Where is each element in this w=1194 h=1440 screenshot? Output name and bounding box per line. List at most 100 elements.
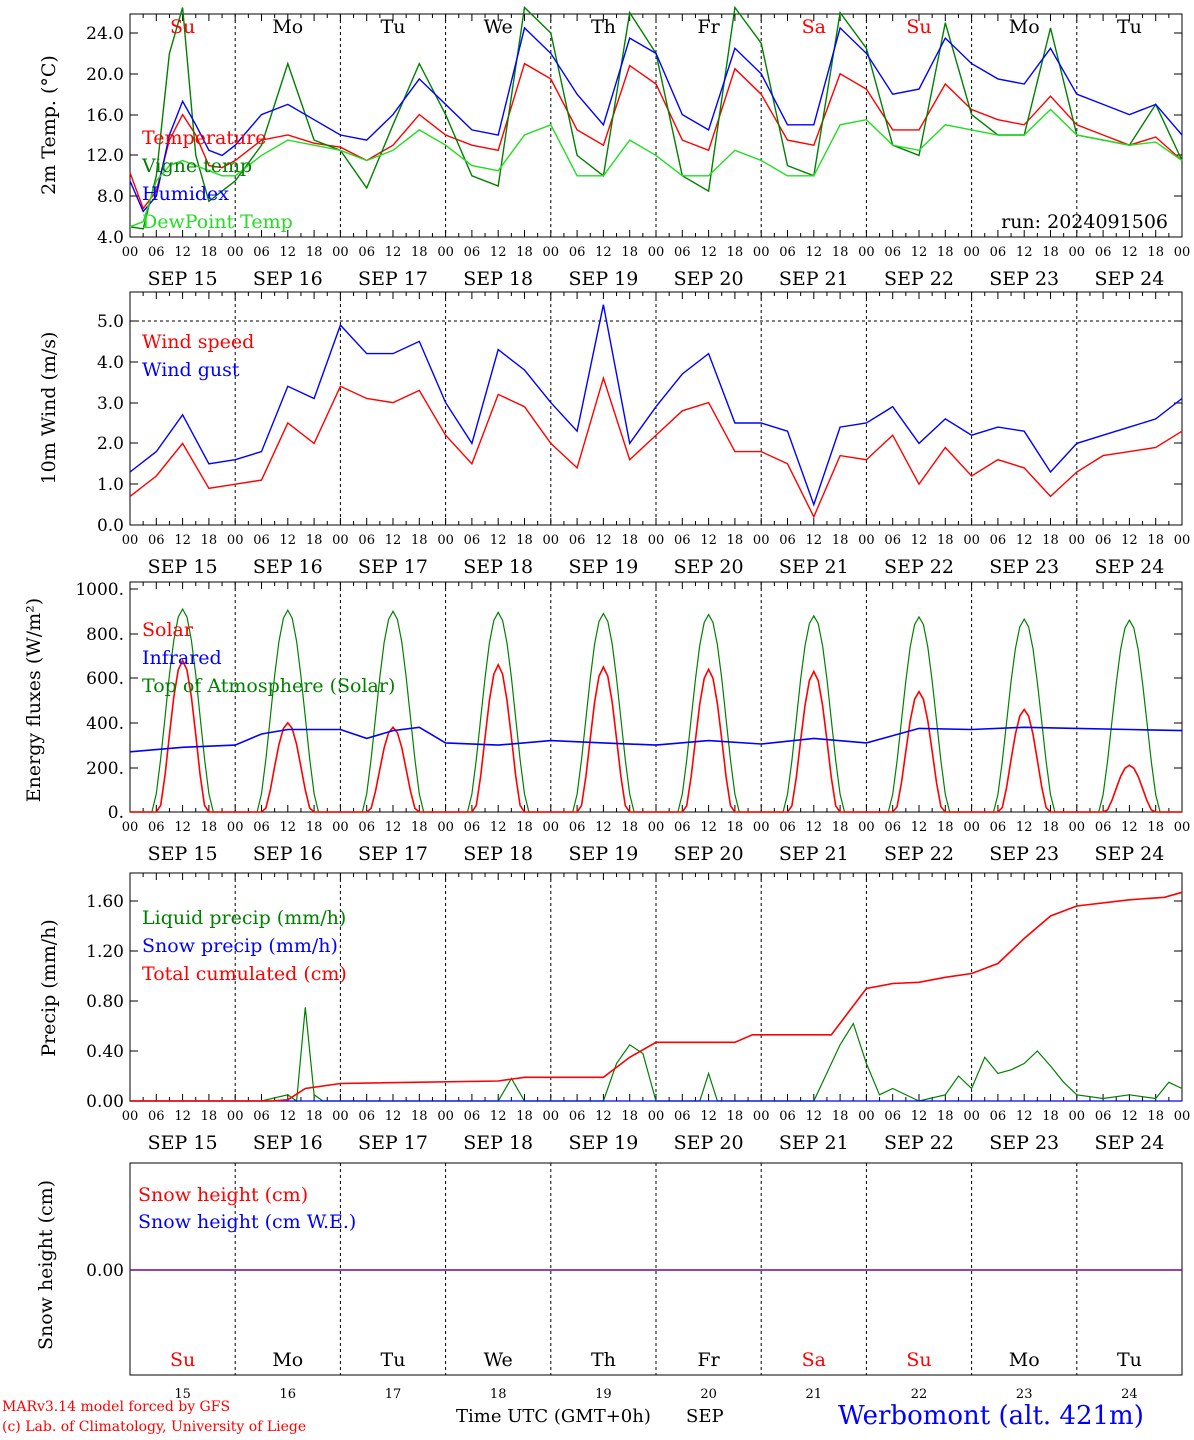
energy-legend-entry: Infrared <box>142 647 222 669</box>
hour-tick-label: 12 <box>280 1109 297 1124</box>
hour-tick-label: 12 <box>806 1109 823 1124</box>
hour-tick-label: 00 <box>1174 533 1191 548</box>
hour-tick-label: 00 <box>332 533 349 548</box>
hour-tick-label: 06 <box>674 820 691 835</box>
hour-tick-label: 00 <box>963 820 980 835</box>
hour-tick-label: 00 <box>122 820 139 835</box>
date-label: SEP 17 <box>358 268 428 290</box>
day-name-label: Su <box>170 1349 195 1371</box>
hour-tick-label: 12 <box>1121 533 1138 548</box>
hour-tick-label: 12 <box>174 245 191 260</box>
temp-tick-label: 16.0 <box>86 106 124 126</box>
date-label: SEP 17 <box>358 556 428 578</box>
date-label: SEP 20 <box>674 268 744 290</box>
time-axis-label: Time UTC (GMT+0h) <box>456 1406 651 1427</box>
day-name-label: Sa <box>802 16 826 38</box>
energy-tick-label: 0. <box>108 803 124 823</box>
wind-y-axis-label: 10m Wind (m/s) <box>38 332 60 485</box>
date-label: SEP 15 <box>148 843 218 865</box>
date-label: SEP 15 <box>148 268 218 290</box>
hour-tick-label: 18 <box>201 820 218 835</box>
day-name-label: Su <box>170 16 195 38</box>
day-name-label: Mo <box>272 1349 303 1371</box>
hour-tick-label: 06 <box>1095 820 1112 835</box>
day-number-label: 24 <box>1121 1387 1138 1402</box>
precip-tick-label: 0.80 <box>86 992 124 1012</box>
date-label: SEP 15 <box>148 556 218 578</box>
hour-tick-label: 18 <box>306 533 323 548</box>
hour-tick-label: 18 <box>201 533 218 548</box>
hour-tick-label: 06 <box>674 1109 691 1124</box>
date-label: SEP 16 <box>253 556 323 578</box>
hour-tick-label: 18 <box>727 1109 744 1124</box>
hour-tick-label: 12 <box>490 1109 507 1124</box>
hour-tick-label: 06 <box>674 533 691 548</box>
precip-tick-label: 0.40 <box>86 1042 124 1062</box>
hour-tick-label: 18 <box>1042 245 1059 260</box>
hour-tick-label: 00 <box>963 1109 980 1124</box>
date-label: SEP 24 <box>1094 556 1164 578</box>
hour-tick-label: 18 <box>411 1109 428 1124</box>
snow-tick-label: 0.00 <box>86 1261 124 1281</box>
hour-tick-label: 00 <box>332 820 349 835</box>
hour-tick-label: 00 <box>858 820 875 835</box>
day-name-label: Tu <box>381 1349 406 1371</box>
hour-tick-label: 00 <box>227 533 244 548</box>
model-credit: MARv3.14 model forced by GFS <box>2 1399 231 1415</box>
date-label: SEP 23 <box>989 843 1059 865</box>
temp-legend-entry: Humidex <box>142 183 229 205</box>
hour-tick-label: 00 <box>858 533 875 548</box>
date-label: SEP 18 <box>463 1132 533 1154</box>
hour-tick-label: 12 <box>385 245 402 260</box>
hour-tick-label: 12 <box>700 533 717 548</box>
hour-tick-label: 18 <box>937 820 954 835</box>
temp-legend-entry: DewPoint Temp <box>142 211 293 233</box>
hour-tick-label: 06 <box>569 1109 586 1124</box>
hour-tick-label: 12 <box>806 820 823 835</box>
energy-tick-label: 400. <box>86 714 124 734</box>
hour-tick-label: 00 <box>332 245 349 260</box>
hour-tick-label: 18 <box>937 533 954 548</box>
hour-tick-label: 18 <box>727 533 744 548</box>
precip-legend-entry: Liquid precip (mm/h) <box>142 907 346 929</box>
day-name-label: Tu <box>381 16 406 38</box>
hour-tick-label: 06 <box>358 533 375 548</box>
wind-speed-line <box>129 375 1183 519</box>
energy-tick-label: 200. <box>86 759 124 779</box>
hour-tick-label: 06 <box>464 820 481 835</box>
date-label: SEP 21 <box>779 268 849 290</box>
wind-tick-label: 4.0 <box>97 353 124 373</box>
hour-tick-label: 06 <box>358 1109 375 1124</box>
hour-tick-label: 00 <box>543 245 560 260</box>
temp-tick-label: 4.0 <box>97 228 124 248</box>
humidex-line <box>129 26 1183 213</box>
hour-tick-label: 12 <box>595 533 612 548</box>
hour-tick-label: 06 <box>674 245 691 260</box>
wind-tick-label: 3.0 <box>97 394 124 414</box>
hour-tick-label: 00 <box>543 820 560 835</box>
hour-tick-label: 06 <box>464 1109 481 1124</box>
day-name-label: Su <box>906 1349 931 1371</box>
hour-tick-label: 00 <box>648 820 665 835</box>
hour-tick-label: 12 <box>385 533 402 548</box>
date-label: SEP 16 <box>253 1132 323 1154</box>
temp-tick-label: 24.0 <box>86 24 124 44</box>
hour-tick-label: 18 <box>621 533 638 548</box>
day-name-label: Tu <box>1117 1349 1142 1371</box>
hour-tick-label: 06 <box>884 820 901 835</box>
hour-tick-label: 18 <box>516 533 533 548</box>
run-label: run: 2024091506 <box>1001 211 1168 233</box>
cumulated-precip-line <box>130 891 1183 1102</box>
hour-tick-label: 06 <box>884 1109 901 1124</box>
temp-legend-entry: Temperature <box>142 127 266 149</box>
day-name-label: Th <box>591 16 616 38</box>
hour-tick-label: 12 <box>595 1109 612 1124</box>
date-label: SEP 16 <box>253 843 323 865</box>
hour-tick-label: 00 <box>227 820 244 835</box>
hour-tick-label: 18 <box>1042 533 1059 548</box>
temp-legend-entry: Vigne temp <box>141 155 252 177</box>
day-name-label: Tu <box>1117 16 1142 38</box>
hour-tick-label: 00 <box>1174 820 1191 835</box>
hour-tick-label: 18 <box>832 820 849 835</box>
hour-tick-label: 06 <box>148 533 165 548</box>
